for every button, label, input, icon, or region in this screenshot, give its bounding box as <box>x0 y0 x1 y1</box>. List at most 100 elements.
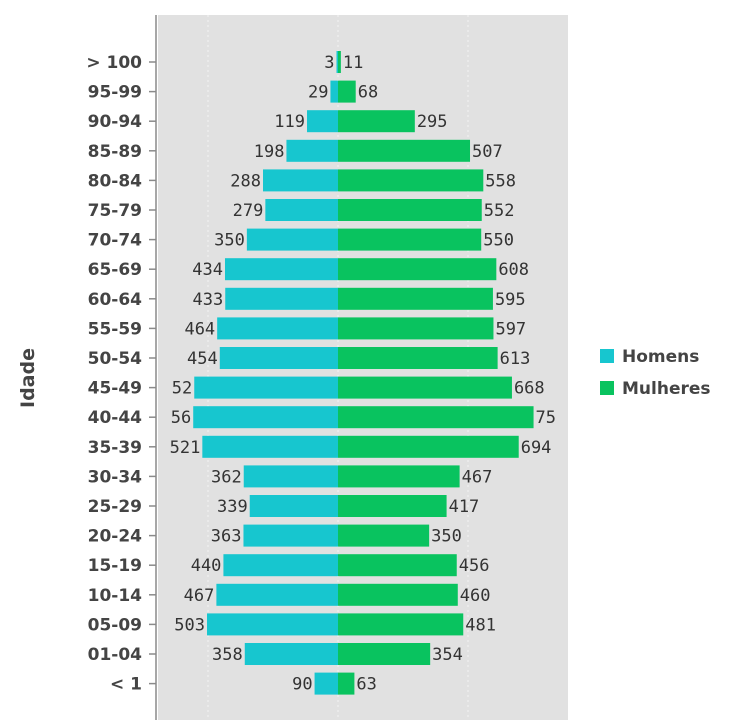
data-label-mulheres: 417 <box>449 497 480 517</box>
data-label-mulheres: 668 <box>514 379 545 399</box>
bar-homens <box>223 554 338 577</box>
data-label-mulheres: 507 <box>472 142 503 162</box>
bar-mulheres <box>338 199 482 221</box>
bar-homens <box>330 80 338 103</box>
bar-mulheres <box>338 347 498 369</box>
data-label-mulheres: 608 <box>498 260 529 280</box>
plot-area: 3 11 29 68 119 295 198 507 288 558 279 552 350 550 434… <box>86 15 568 720</box>
bar-homens <box>307 110 338 133</box>
data-label-homens: 119 <box>274 112 305 132</box>
y-tick-label: 15-19 <box>88 556 142 576</box>
bar-homens <box>246 228 338 251</box>
bar-homens <box>202 435 338 458</box>
bar-homens <box>224 258 338 281</box>
bar-mulheres <box>338 672 355 695</box>
data-label-mulheres: 350 <box>431 527 462 547</box>
bar-homens <box>265 199 338 221</box>
bar-homens <box>243 465 338 488</box>
bar-homens <box>193 406 338 429</box>
bar-homens <box>244 643 338 665</box>
data-label-homens: 350 <box>214 231 245 251</box>
data-label-mulheres: 481 <box>465 615 496 635</box>
y-tick-label: 80-84 <box>88 171 143 191</box>
y-tick-label: 20-24 <box>88 527 143 547</box>
data-label-mulheres: 456 <box>459 556 490 576</box>
y-tick-label: 05-09 <box>88 615 142 635</box>
legend-label-mulheres: Mulheres <box>622 379 711 399</box>
data-label-mulheres: 595 <box>495 290 526 310</box>
bar-mulheres <box>338 317 494 340</box>
y-axis-title: Idade <box>17 348 39 408</box>
bar-homens <box>314 672 338 695</box>
y-tick-label: 85-89 <box>88 142 142 162</box>
y-tick-label: 40-44 <box>88 408 143 428</box>
y-tick-label: 75-79 <box>88 201 142 221</box>
bar-mulheres <box>338 169 484 192</box>
data-label-homens: 363 <box>211 527 242 547</box>
bar-mulheres <box>338 228 482 251</box>
legend-swatch-mulheres <box>600 381 614 395</box>
y-tick-label: 95-99 <box>88 83 142 103</box>
data-label-mulheres: 467 <box>462 467 493 487</box>
data-label-homens: 29 <box>308 83 328 103</box>
data-label-homens: 3 <box>324 53 334 73</box>
y-tick-label: < 1 <box>110 675 142 695</box>
y-tick-label: 35-39 <box>88 438 142 458</box>
data-label-homens: 433 <box>193 290 224 310</box>
bar-mulheres <box>338 406 534 429</box>
bar-homens <box>286 139 338 162</box>
bar-homens <box>207 613 338 636</box>
bar-mulheres <box>338 51 341 73</box>
y-tick-label: 50-54 <box>88 349 143 369</box>
data-label-homens: 362 <box>211 467 242 487</box>
bar-mulheres <box>338 110 415 133</box>
data-label-homens: 52 <box>172 379 192 399</box>
data-label-mulheres: 694 <box>521 438 552 458</box>
y-axis-ticks: > 100 95-99 90-94 85-89 80-84 75-79 70-74 65-69… <box>86 53 156 695</box>
y-tick-label: 90-94 <box>88 112 143 132</box>
y-tick-label: 30-34 <box>88 467 143 487</box>
data-label-homens: 464 <box>184 319 215 339</box>
bar-mulheres <box>338 258 497 281</box>
data-label-homens: 198 <box>254 142 285 162</box>
bar-homens <box>243 524 338 547</box>
data-label-mulheres: 354 <box>432 645 463 665</box>
bar-homens <box>249 495 338 517</box>
y-tick-label: 01-04 <box>88 645 143 665</box>
data-label-homens: 454 <box>187 349 218 369</box>
data-label-homens: 288 <box>230 171 261 191</box>
legend-label-homens: Homens <box>622 347 699 367</box>
bars <box>193 51 534 695</box>
bar-homens <box>219 347 338 369</box>
data-label-homens: 279 <box>233 201 264 221</box>
data-label-mulheres: 295 <box>417 112 448 132</box>
y-tick-label: 25-29 <box>88 497 142 517</box>
bar-mulheres <box>338 554 457 577</box>
data-label-homens: 503 <box>174 615 205 635</box>
data-label-homens: 467 <box>184 586 215 606</box>
bar-mulheres <box>338 524 430 547</box>
bar-mulheres <box>338 80 356 103</box>
data-label-homens: 358 <box>212 645 243 665</box>
data-label-homens: 440 <box>191 556 222 576</box>
bar-homens <box>225 287 338 310</box>
bar-mulheres <box>338 465 460 488</box>
data-label-mulheres: 63 <box>356 675 376 695</box>
data-label-mulheres: 597 <box>495 319 526 339</box>
data-labels: 3 11 29 68 119 295 198 507 288 558 279 552 350 550 434… <box>170 53 556 695</box>
data-label-homens: 434 <box>192 260 223 280</box>
data-label-homens: 339 <box>217 497 248 517</box>
data-label-mulheres: 550 <box>483 231 514 251</box>
y-tick-label: 65-69 <box>88 260 142 280</box>
y-tick-label: 10-14 <box>88 586 143 606</box>
y-tick-label: 45-49 <box>88 379 142 399</box>
bar-mulheres <box>338 376 512 399</box>
data-label-homens: 521 <box>170 438 201 458</box>
y-tick-label: 70-74 <box>88 231 143 251</box>
bar-mulheres <box>338 613 464 636</box>
data-label-mulheres: 613 <box>500 349 531 369</box>
y-tick-label: 55-59 <box>88 319 142 339</box>
data-label-homens: 56 <box>171 408 191 428</box>
data-label-homens: 90 <box>292 675 312 695</box>
